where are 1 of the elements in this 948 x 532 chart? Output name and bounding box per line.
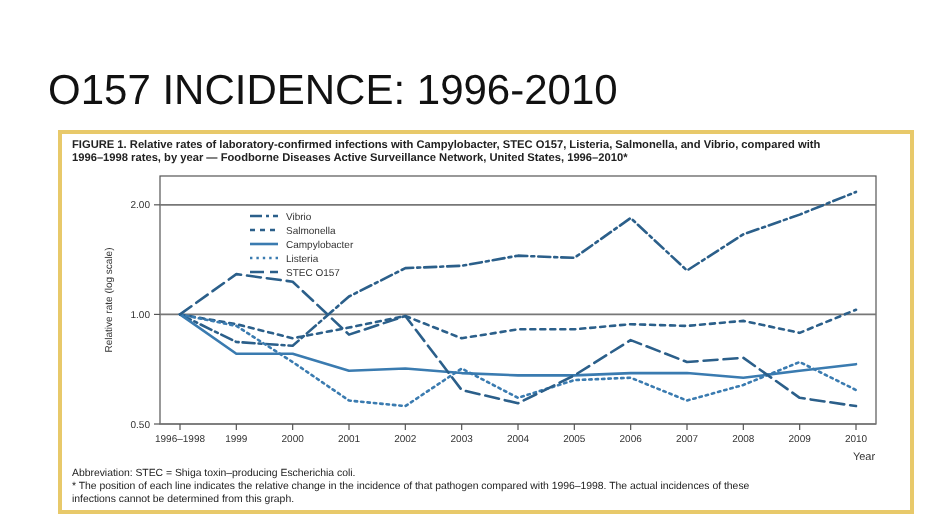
chart-title: O157 INCIDENCE: 1996-2010 [48,68,618,114]
